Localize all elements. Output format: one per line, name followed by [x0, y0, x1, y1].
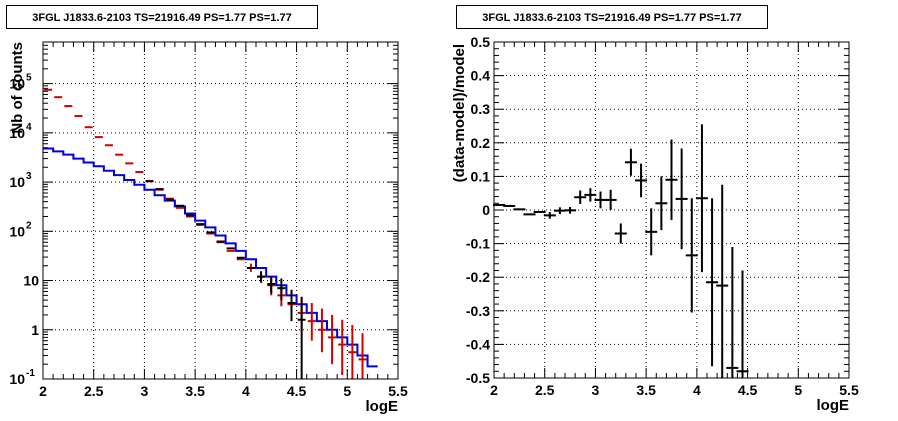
- y-tick-label: 10: [23, 273, 39, 289]
- y-tick-label: -0.5: [466, 370, 490, 386]
- y-tick-label: 0.5: [471, 34, 491, 50]
- x-tick-label: 4: [693, 382, 701, 398]
- y-tick-label: -0.3: [466, 303, 490, 319]
- x-tick-label: 5.5: [839, 382, 859, 398]
- model-histogram-line: [43, 147, 378, 368]
- y-tick-label: 10: [9, 174, 25, 190]
- x-axis-label: logE: [366, 398, 399, 415]
- y-tick-label: -0.1: [466, 236, 490, 252]
- y-tick-label: 1: [31, 322, 39, 338]
- y-tick-label: 0.3: [471, 101, 491, 117]
- x-tick-label: 3.5: [636, 382, 656, 398]
- y-axis-label: (data-model)/model: [451, 44, 468, 182]
- x-tick-label: 5.5: [388, 383, 408, 399]
- residual-chart: 2 2.5 3 3.5 4 4.5 5 5.5 -0.5 -0.4 -0.3 -0.2 -0.1 0 0.1…: [451, 34, 859, 414]
- y-tick-label: 0.4: [471, 68, 491, 84]
- residual-chart-panel: 2 2.5 3 3.5 4 4.5 5 5.5 -0.5 -0.4 -0.3 -0.2 -0.1 0 0.1…: [449, 0, 898, 421]
- y-axis-label: Nb of counts: [9, 42, 26, 134]
- y-tick-label: 10: [9, 223, 25, 239]
- y-tick-exponent: 2: [26, 220, 32, 231]
- y-tick-exponent: 3: [26, 171, 32, 182]
- y-tick-label: 0.2: [471, 135, 491, 151]
- plot-frame: [493, 41, 850, 379]
- y-tick-label: 0.1: [471, 168, 491, 184]
- x-tick-label: 3.5: [185, 383, 205, 399]
- y-tick-exponent: 4: [26, 122, 32, 133]
- x-tick-label: 2.5: [535, 382, 555, 398]
- x-tick-label: 2: [490, 382, 498, 398]
- plot-frame: [42, 41, 399, 380]
- y-tick-label: -0.4: [466, 336, 490, 352]
- residual-chart-title: 3FGL J1833.6-2103 TS=21916.49 PS=1.77 PS…: [456, 5, 768, 29]
- y-tick-exponent: 5: [26, 73, 32, 84]
- x-tick-label: 4: [242, 383, 250, 399]
- x-tick-label: 4.5: [738, 382, 758, 398]
- y-tick-exponent: -1: [26, 368, 35, 379]
- x-tick-label: 5: [343, 383, 351, 399]
- x-tick-label: 3: [592, 382, 600, 398]
- counts-chart-title: 3FGL J1833.6-2103 TS=21916.49 PS=1.77 PS…: [6, 5, 318, 29]
- y-tick-label: 10: [9, 76, 25, 92]
- x-tick-label: 2.5: [84, 383, 104, 399]
- x-tick-label: 2: [39, 383, 47, 399]
- counts-chart-panel: 2 2.5 3 3.5 4 4.5 5 5.5 10 -1 1 10 10 2 10 3 10 4 10 5 logE N…: [6, 5, 408, 415]
- y-tick-label: 10: [9, 371, 25, 387]
- x-tick-label: 3: [141, 383, 149, 399]
- y-tick-label: 0: [482, 202, 490, 218]
- y-tick-label: 10: [9, 125, 25, 141]
- y-tick-label: -0.2: [466, 269, 490, 285]
- x-tick-label: 4.5: [287, 383, 307, 399]
- x-tick-label: 5: [794, 382, 802, 398]
- plot-area: [43, 42, 398, 379]
- x-axis-label: logE: [817, 397, 850, 414]
